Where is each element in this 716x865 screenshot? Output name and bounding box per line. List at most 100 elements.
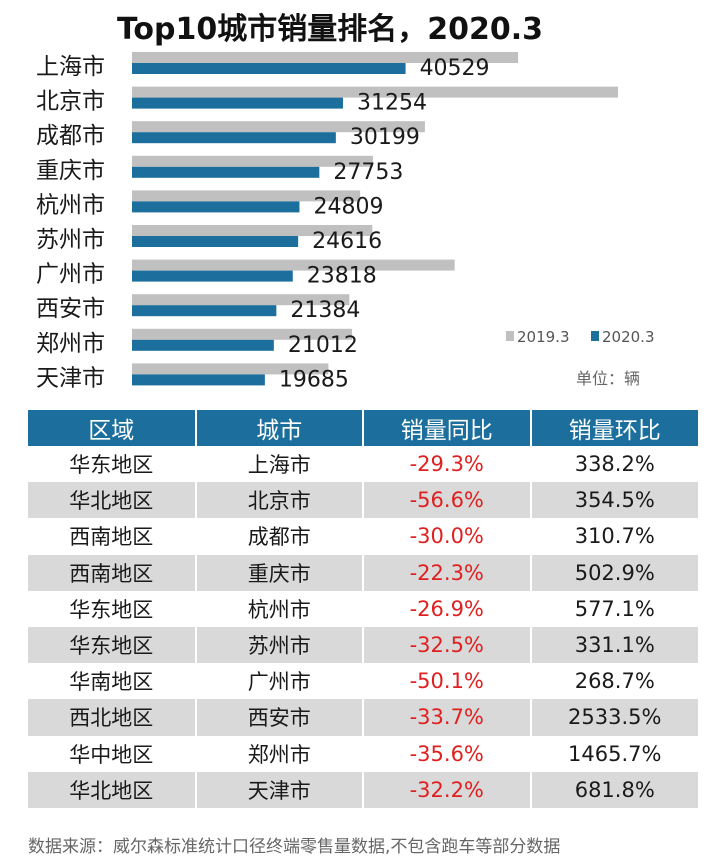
region-cell: 华中地区	[69, 742, 154, 767]
mom-cell: 502.9%	[529, 554, 698, 591]
value-label: 23818	[307, 264, 377, 289]
legend-swatch-2020	[591, 331, 599, 341]
value-label: 24809	[313, 194, 383, 219]
mom-cell: 331.1%	[529, 626, 698, 664]
table-row: 西北地区 西安市 -33.7% 2533.5%	[28, 699, 698, 736]
city-cell: 广州市	[194, 663, 363, 700]
bar-2020	[132, 132, 336, 144]
region-cell: 西南地区	[69, 525, 154, 550]
bar-2019	[132, 190, 361, 202]
table-row: 华中地区 郑州市 -35.6% 1465.7%	[28, 735, 698, 772]
bar-2019	[132, 363, 329, 375]
table-header-row: 区域 城市 销量同比 销量环比	[28, 410, 698, 446]
bar-2020	[132, 201, 300, 213]
bar-2019	[132, 86, 618, 98]
value-label: 40529	[420, 56, 490, 81]
bar-2020	[132, 270, 293, 282]
bar-2019	[132, 259, 455, 271]
table-row: 华南地区 广州市 -50.1% 268.7%	[28, 663, 698, 700]
city-cell: 重庆市	[194, 554, 363, 591]
legend-swatch-2019	[506, 331, 514, 341]
value-label: 21384	[290, 298, 360, 323]
bar-2019	[132, 328, 353, 340]
region-cell: 华东地区	[28, 626, 196, 664]
category-label: 郑州市	[36, 331, 105, 357]
mom-cell: 1465.7%	[529, 735, 698, 772]
bar-2020	[132, 236, 299, 247]
source-note: 数据来源：威尔森标准统计口径终端零售量数据,不包含跑车等部分数据	[28, 837, 561, 857]
value-label: 27753	[333, 160, 403, 185]
yoy-cell: -50.1%	[362, 663, 531, 700]
chart-title: Top10城市销量排名，2020.3	[116, 12, 544, 47]
table-body: 华东地区 上海市 -29.3% 338.2% 华北地区 北京市 -56.6% 354.5% 西南…	[28, 446, 698, 808]
yoy-cell: -35.6%	[362, 735, 531, 772]
city-cell: 苏州市	[194, 626, 363, 664]
value-label: 21012	[288, 333, 358, 358]
bar-2020	[132, 339, 274, 351]
mom-cell: 2533.5%	[529, 699, 698, 736]
bar-2019	[132, 155, 373, 167]
bar-2020	[132, 166, 320, 178]
bar-chart: 上海市 40529 北京市 31254 成都市 30199 重庆市 27753 杭州市 24809…	[36, 52, 655, 392]
mom-cell: 354.5%	[529, 482, 698, 519]
bar-2019	[132, 225, 373, 236]
category-label: 西安市	[36, 296, 105, 322]
city-cell: 上海市	[194, 446, 363, 483]
category-label: 苏州市	[36, 227, 105, 253]
table-row: 西南地区 重庆市 -22.3% 502.9%	[28, 554, 698, 591]
table-header-cell: 区域	[28, 410, 196, 446]
mom-cell: 268.7%	[529, 663, 698, 700]
category-label: 天津市	[36, 365, 105, 391]
mom-cell: 681.8%	[529, 771, 698, 808]
value-label: 19685	[279, 367, 349, 392]
legend-label-2019: 2019.3	[517, 328, 570, 346]
table-row: 华东地区 杭州市 -26.9% 577.1%	[28, 590, 698, 627]
city-cell: 成都市	[194, 518, 363, 555]
table-row: 华东地区 苏州市 -32.5% 331.1%	[28, 626, 698, 664]
region-cell: 西南地区	[28, 554, 196, 591]
category-label: 广州市	[36, 262, 105, 288]
yoy-cell: -56.6%	[362, 482, 531, 519]
data-table-container: 区域 城市 销量同比 销量环比 华东地区 上海市 -29.3% 338.2% 华北地区 北京市 -…	[28, 410, 698, 808]
category-label: 杭州市	[36, 192, 105, 218]
region-cell: 华北地区	[28, 771, 196, 808]
region-cell: 西北地区	[28, 699, 196, 736]
legend-label-2020: 2020.3	[602, 328, 655, 346]
bar-2020	[132, 63, 406, 74]
city-cell: 郑州市	[194, 735, 363, 772]
bar-2020	[132, 97, 343, 109]
city-cell: 天津市	[194, 771, 363, 808]
city-cell: 西安市	[194, 699, 363, 736]
category-label: 成都市	[36, 123, 105, 149]
category-label: 重庆市	[36, 158, 105, 184]
yoy-cell: -22.3%	[362, 554, 531, 591]
value-label: 31254	[357, 91, 427, 116]
value-label: 30199	[350, 125, 420, 150]
value-label: 24616	[312, 229, 382, 254]
bar-2019	[132, 294, 350, 306]
yoy-cell: -26.9%	[362, 590, 531, 627]
region-cell: 华南地区	[69, 670, 154, 695]
bar-2019	[132, 52, 519, 63]
category-label: 北京市	[36, 89, 105, 115]
bar-2020	[132, 305, 277, 317]
table-header-cell: 销量同比	[362, 410, 531, 446]
table-row: 西南地区 成都市 -30.0% 310.7%	[28, 518, 698, 555]
yoy-cell: -33.7%	[362, 699, 531, 736]
region-cell: 华北地区	[28, 482, 196, 519]
table-row: 华北地区 北京市 -56.6% 354.5%	[28, 482, 698, 519]
yoy-cell: -30.0%	[362, 518, 531, 555]
table-row: 华东地区 上海市 -29.3% 338.2%	[28, 446, 698, 483]
city-cell: 北京市	[194, 482, 363, 519]
region-cell: 华东地区	[69, 453, 154, 478]
unit-label: 单位：辆	[576, 369, 640, 388]
mom-cell: 577.1%	[529, 590, 698, 627]
mom-cell: 338.2%	[529, 446, 698, 483]
category-label: 上海市	[36, 54, 105, 80]
region-cell: 华东地区	[69, 597, 154, 622]
table-header-cell: 销量环比	[529, 410, 698, 446]
yoy-cell: -29.3%	[362, 446, 531, 483]
sales-table: 区域 城市 销量同比 销量环比 华东地区 上海市 -29.3% 338.2% 华北地区 北京市 -…	[28, 410, 698, 808]
yoy-cell: -32.2%	[362, 771, 531, 808]
city-cell: 杭州市	[194, 590, 363, 627]
